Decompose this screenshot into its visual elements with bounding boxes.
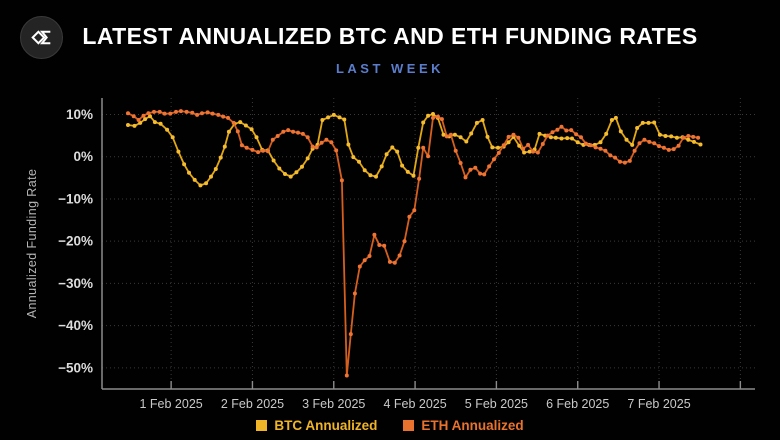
svg-text:1 Feb 2025: 1 Feb 2025	[139, 397, 202, 411]
svg-text:−10%: −10%	[58, 191, 93, 206]
svg-text:−40%: −40%	[58, 318, 93, 333]
svg-text:−20%: −20%	[58, 234, 93, 249]
chart-legend: BTC Annualized ETH Annualized	[0, 418, 780, 433]
brand-logo	[20, 16, 63, 59]
legend-item-eth: ETH Annualized	[403, 418, 524, 433]
svg-text:Annualized Funding Rate: Annualized Funding Rate	[25, 169, 39, 319]
svg-text:10%: 10%	[66, 107, 93, 122]
svg-text:4 Feb 2025: 4 Feb 2025	[383, 397, 446, 411]
legend-item-btc: BTC Annualized	[256, 418, 377, 433]
svg-text:0%: 0%	[73, 149, 93, 164]
chart-subtitle: LAST WEEK	[335, 61, 445, 76]
svg-text:7 Feb 2025: 7 Feb 2025	[627, 397, 690, 411]
svg-text:2 Feb 2025: 2 Feb 2025	[221, 397, 284, 411]
legend-label-btc: BTC Annualized	[274, 418, 378, 433]
btc-swatch-icon	[256, 420, 268, 431]
eth-swatch-icon	[403, 420, 415, 431]
svg-text:6 Feb 2025: 6 Feb 2025	[546, 397, 609, 411]
chart-title: LATEST ANNUALIZED BTC AND ETH FUNDING RA…	[82, 23, 698, 49]
svg-text:−30%: −30%	[58, 276, 93, 291]
legend-label-eth: ETH Annualized	[421, 418, 524, 433]
sigma-diamond-icon	[31, 30, 51, 45]
svg-text:5 Feb 2025: 5 Feb 2025	[465, 397, 528, 411]
svg-text:3 Feb 2025: 3 Feb 2025	[302, 397, 365, 411]
svg-text:−50%: −50%	[58, 360, 93, 375]
